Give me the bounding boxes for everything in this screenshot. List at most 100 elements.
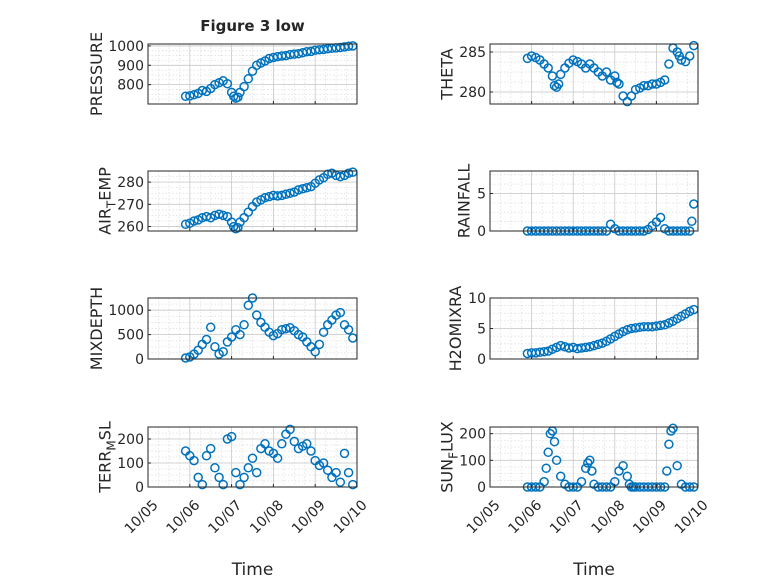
data-point <box>339 448 350 459</box>
data-point <box>526 51 537 61</box>
data-point <box>251 467 262 478</box>
y-tick-label: 1000 <box>108 39 144 55</box>
data-point <box>543 63 553 73</box>
data-point <box>277 190 287 201</box>
data-point <box>239 472 249 483</box>
axes-frame <box>147 170 358 232</box>
data-point <box>555 340 566 351</box>
data-point <box>285 188 295 198</box>
y-tick-label: 200 <box>117 432 144 448</box>
data-point <box>226 431 237 442</box>
data-point <box>235 329 245 340</box>
data-point <box>251 310 262 320</box>
y-tick-label: 900 <box>117 58 144 74</box>
data-point <box>583 458 593 468</box>
y-tick-label: 0 <box>477 352 486 368</box>
data-point <box>651 79 662 89</box>
data-point <box>541 463 551 474</box>
data-point <box>343 324 354 335</box>
data-point <box>277 439 287 449</box>
y-axis-label: H2OMIXRA <box>446 286 465 372</box>
data-point <box>214 472 224 483</box>
data-point <box>235 479 245 490</box>
data-point <box>672 460 682 471</box>
y-tick-label: 0 <box>135 352 144 368</box>
y-tick-label: 100 <box>117 456 144 472</box>
x-tick-label: 10/06 <box>505 497 545 537</box>
data-point <box>218 346 228 357</box>
y-tick-label: 0 <box>135 480 144 496</box>
y-tick-label: 285 <box>459 45 486 61</box>
data-point <box>568 55 578 65</box>
data-point <box>589 340 599 351</box>
x-tick-label: 10/08 <box>247 497 287 537</box>
data-point <box>302 182 312 193</box>
x-tick-label: 10/06 <box>164 497 204 537</box>
data-point <box>189 89 199 100</box>
data-point <box>655 320 666 331</box>
data-point <box>281 189 291 200</box>
y-axis-label: THETA <box>438 48 457 100</box>
data-point <box>233 92 243 102</box>
y-tick-label: 10 <box>468 291 486 307</box>
y-axis-label-subscript: M <box>105 440 119 450</box>
axes-background <box>490 427 698 487</box>
data-point <box>210 463 220 473</box>
data-point <box>185 91 195 101</box>
y-axis-label: TERRMSL <box>96 421 119 494</box>
x-tick-label: 10/05 <box>464 497 504 537</box>
y-tick-label: 270 <box>117 197 144 213</box>
y-tick-label: 200 <box>459 427 486 443</box>
y-axis-label-main: AIR <box>96 208 115 235</box>
x-tick-label: 10/10 <box>672 497 712 537</box>
axes-background <box>490 171 698 231</box>
data-point <box>318 458 329 468</box>
data-point <box>555 69 566 80</box>
y-tick-label: 280 <box>117 175 144 191</box>
data-point <box>549 436 560 447</box>
data-point <box>310 346 320 357</box>
data-point <box>201 451 212 461</box>
data-point <box>539 346 549 357</box>
data-point <box>272 453 283 463</box>
data-point <box>197 479 208 490</box>
data-point <box>610 71 620 81</box>
data-point <box>553 79 564 89</box>
data-point <box>281 323 291 334</box>
x-tick-label: 10/07 <box>205 497 245 537</box>
x-tick-label: 10/07 <box>547 497 587 537</box>
data-point <box>218 210 228 221</box>
data-point <box>197 85 208 96</box>
data-point <box>322 465 333 475</box>
data-point <box>302 439 312 449</box>
data-point <box>243 463 254 473</box>
data-point <box>655 212 666 223</box>
y-axis-label: PRESSURE <box>87 32 106 116</box>
y-axis-label-main: SUN <box>438 459 457 493</box>
y-tick-label: 5 <box>477 322 486 338</box>
data-point <box>343 467 354 478</box>
data-point <box>614 79 624 89</box>
x-tick-label: 10/05 <box>122 497 162 537</box>
y-axis-label: RAINFALL <box>455 164 474 239</box>
y-axis-label-rest: SL <box>96 421 115 440</box>
data-point <box>545 428 556 439</box>
data-point <box>243 300 254 311</box>
data-point <box>630 84 641 95</box>
y-tick-label: 100 <box>459 453 486 469</box>
data-point <box>314 339 325 350</box>
y-tick-label: 280 <box>459 85 486 101</box>
data-point <box>612 77 622 88</box>
axes-frame <box>489 43 699 105</box>
x-tick-label: 10/09 <box>289 497 329 537</box>
x-tick-label: 10/10 <box>331 497 371 537</box>
data-point <box>231 467 241 478</box>
y-axis-label-rest: EMP <box>96 167 115 201</box>
x-axis-label: Time <box>231 560 274 580</box>
y-axis-label-main: TERR <box>96 451 115 494</box>
